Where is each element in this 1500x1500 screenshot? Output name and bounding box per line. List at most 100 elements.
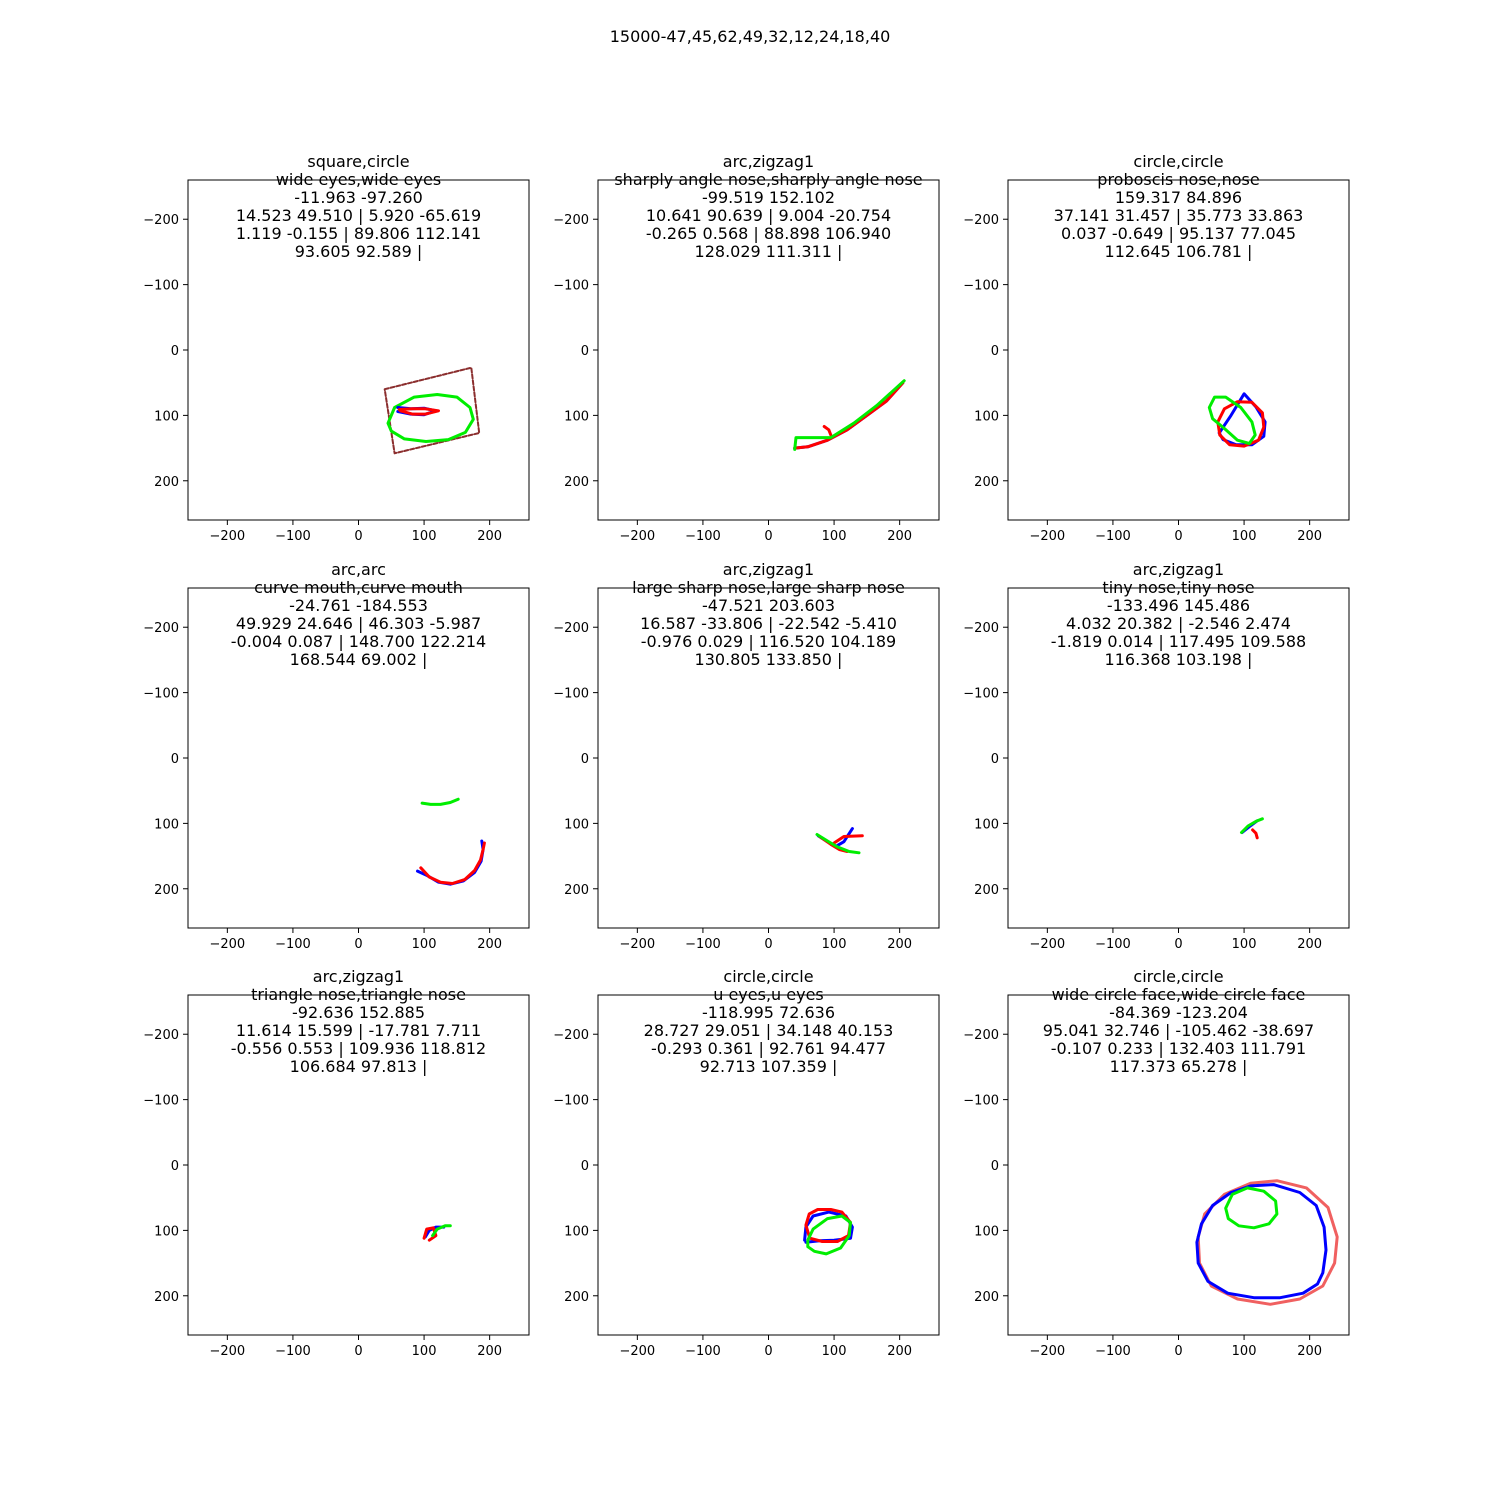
- x-tick-label: −100: [685, 529, 721, 544]
- x-tick-label: −200: [209, 1344, 245, 1359]
- plot-area: [598, 995, 939, 1335]
- subplot-title-line: u eyes,u eyes: [713, 985, 824, 1004]
- panels: −200 −100 0 100 200 −200 −100 0 100 200 square,cir…: [143, 152, 1350, 1359]
- subplot-1: −200 −100 0 100 200 −200 −100 0 100 200 square,cir…: [143, 152, 530, 544]
- subplot-8: −200 −100 0 100 200 −200 −100 0 100 200 circle,cir…: [553, 967, 940, 1359]
- subplot-title-line: arc,zigzag1: [313, 967, 404, 986]
- x-tick-label: 0: [354, 529, 362, 544]
- subplot-title-line: -118.995 72.636: [702, 1003, 835, 1022]
- series-green-line: [1240, 817, 1264, 834]
- subplot-title-line: proboscis nose,nose: [1097, 170, 1259, 189]
- y-tick-label: −100: [143, 279, 179, 294]
- series-green-line: [1224, 1186, 1279, 1230]
- x-tick-label: −200: [619, 1344, 655, 1359]
- y-tick-label: −100: [143, 1094, 179, 1109]
- y-tick-label: 0: [991, 752, 999, 767]
- x-tick-label: 100: [412, 1344, 437, 1359]
- series-red-line: [397, 407, 440, 416]
- subplot-title-line: wide circle face,wide circle face: [1052, 985, 1306, 1004]
- y-tick-label: 200: [974, 1290, 999, 1305]
- y-tick-label: −100: [553, 279, 589, 294]
- x-tick-label: −100: [1095, 529, 1131, 544]
- plot-area: [188, 180, 529, 520]
- series-red-line: [832, 834, 864, 845]
- subplot-title-line: -1.819 0.014 | 117.495 109.588: [1051, 632, 1306, 651]
- y-tick-label: −100: [553, 687, 589, 702]
- x-tick-label: −200: [1029, 1344, 1065, 1359]
- subplot-title-line: 49.929 24.646 | 46.303 -5.987: [236, 614, 481, 633]
- subplot-title-line: -0.293 0.361 | 92.761 94.477: [651, 1039, 886, 1058]
- subplot-title-line: -0.976 0.029 | 116.520 104.189: [641, 632, 896, 651]
- y-tick-label: −200: [963, 1028, 999, 1043]
- y-tick-label: 0: [581, 344, 589, 359]
- plot-area: [598, 180, 939, 520]
- x-tick-label: −100: [1095, 1344, 1131, 1359]
- x-tick-label: 200: [477, 529, 502, 544]
- subplot-title-line: -0.107 0.233 | 132.403 111.791: [1051, 1039, 1306, 1058]
- subplot-7: −200 −100 0 100 200 −200 −100 0 100 200 arc,zigzag…: [143, 967, 530, 1359]
- series-group: [1240, 817, 1264, 840]
- series-green-line: [386, 393, 475, 443]
- y-tick-label: 0: [581, 752, 589, 767]
- y-tick-label: −100: [143, 687, 179, 702]
- subplot-title-line: 10.641 90.639 | 9.004 -20.754: [646, 206, 891, 225]
- figure-suptitle: 15000-47,45,62,49,32,12,24,18,40: [610, 27, 891, 46]
- series-green-line: [793, 379, 906, 451]
- x-tick-label: −200: [209, 937, 245, 952]
- subplot-title-line: -133.496 145.486: [1107, 596, 1250, 615]
- series-green-line: [420, 797, 460, 806]
- subplot-title-line: arc,zigzag1: [723, 152, 814, 171]
- series-green-line: [1207, 395, 1257, 445]
- series-red-line: [419, 841, 486, 885]
- y-tick-label: −200: [143, 621, 179, 636]
- subplot-title-line: sharply angle nose,sharply angle nose: [614, 170, 922, 189]
- subplot-title-line: 93.605 92.589 |: [295, 242, 423, 261]
- y-tick-label: 200: [974, 475, 999, 490]
- y-tick-label: 0: [171, 752, 179, 767]
- x-tick-label: 0: [354, 937, 362, 952]
- series-green-line: [815, 833, 861, 855]
- y-tick-label: 100: [564, 817, 589, 832]
- x-tick-label: 200: [477, 937, 502, 952]
- subplot-title-line: 4.032 20.382 | -2.546 2.474: [1066, 614, 1291, 633]
- x-tick-label: 0: [764, 1344, 772, 1359]
- series-red-line: [1251, 828, 1259, 840]
- subplot-title-line: square,circle: [307, 152, 409, 171]
- subplot-title-line: 14.523 49.510 | 5.920 -65.619: [236, 206, 481, 225]
- subplot-4: −200 −100 0 100 200 −200 −100 0 100 200 arc,arccur…: [143, 560, 530, 952]
- series-green-line: [431, 1224, 452, 1238]
- subplot-title-line: tiny nose,tiny nose: [1102, 578, 1254, 597]
- y-tick-label: −200: [963, 621, 999, 636]
- series-group: [1195, 1179, 1339, 1306]
- x-tick-label: 200: [477, 1344, 502, 1359]
- y-tick-label: −200: [963, 213, 999, 228]
- x-tick-label: −200: [209, 529, 245, 544]
- x-tick-label: 200: [1297, 937, 1322, 952]
- subplot-title-line: 95.041 32.746 | -105.462 -38.697: [1043, 1021, 1314, 1040]
- x-tick-label: 200: [1297, 1344, 1322, 1359]
- subplot-title-line: -99.519 152.102: [702, 188, 835, 207]
- subplot-2: −200 −100 0 100 200 −200 −100 0 100 200 arc,zigzag…: [553, 152, 940, 544]
- series-group: [793, 379, 906, 451]
- subplot-title-line: 106.684 97.813 |: [290, 1057, 428, 1076]
- y-tick-label: −200: [143, 1028, 179, 1043]
- series-red-line: [793, 381, 905, 450]
- subplot-title-line: 0.037 -0.649 | 95.137 77.045: [1061, 224, 1296, 243]
- y-tick-label: 0: [581, 1159, 589, 1174]
- y-tick-label: −200: [553, 1028, 589, 1043]
- y-tick-label: −200: [553, 621, 589, 636]
- y-tick-label: 0: [991, 344, 999, 359]
- y-tick-label: 100: [564, 409, 589, 424]
- x-tick-label: 100: [1232, 937, 1257, 952]
- y-tick-label: 200: [154, 883, 179, 898]
- series-red-line: [822, 425, 833, 437]
- plot-area: [1008, 995, 1349, 1335]
- series-group: [422, 1224, 452, 1242]
- series-group: [383, 366, 481, 455]
- y-tick-label: −200: [553, 213, 589, 228]
- x-tick-label: 0: [764, 529, 772, 544]
- subplot-title-line: 28.727 29.051 | 34.148 40.153: [644, 1021, 894, 1040]
- subplot-title-line: arc,zigzag1: [723, 560, 814, 579]
- y-tick-label: 0: [171, 344, 179, 359]
